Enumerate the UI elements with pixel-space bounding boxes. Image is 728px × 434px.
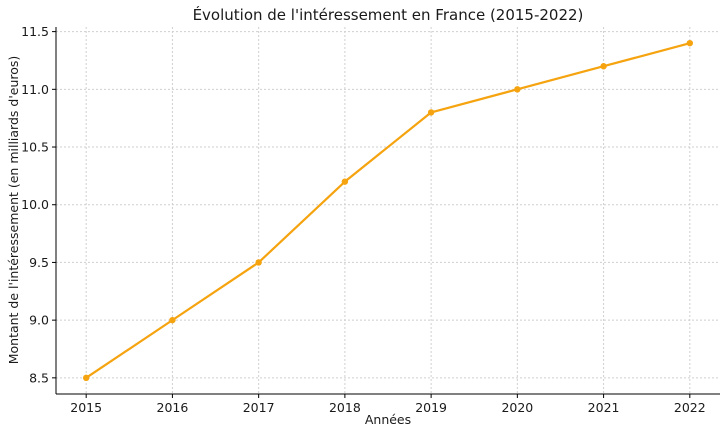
y-tick-label: 8.5 bbox=[29, 370, 49, 385]
x-tick-label: 2018 bbox=[329, 400, 361, 415]
axes bbox=[55, 27, 720, 395]
data-point bbox=[600, 63, 607, 70]
y-tick-label: 9.5 bbox=[29, 255, 49, 270]
x-tick-label: 2022 bbox=[674, 400, 706, 415]
x-tick-label: 2021 bbox=[588, 400, 620, 415]
grid bbox=[56, 27, 720, 394]
data-point bbox=[686, 39, 694, 47]
data-point bbox=[427, 109, 435, 116]
x-tick-label: 2017 bbox=[243, 400, 275, 415]
data-point bbox=[341, 178, 349, 185]
ticks: 2015 2016 2017 2018 2019 2020 2021 2022 8.5 9.0 9.… bbox=[21, 24, 706, 415]
y-tick-label: 11.5 bbox=[21, 24, 49, 39]
x-axis-label: Années bbox=[365, 412, 411, 427]
x-tick-label: 2019 bbox=[415, 400, 447, 415]
x-tick-label: 2020 bbox=[501, 400, 533, 415]
data-point bbox=[82, 374, 90, 382]
chart-title: Évolution de l'intéressement en France (… bbox=[193, 5, 584, 24]
x-tick-label: 2015 bbox=[70, 400, 102, 415]
series bbox=[82, 39, 694, 382]
data-point bbox=[169, 316, 176, 324]
y-tick-label: 10.0 bbox=[21, 197, 49, 212]
data-point bbox=[514, 86, 521, 93]
y-tick-label: 10.5 bbox=[21, 140, 49, 155]
data-point bbox=[255, 259, 262, 266]
series-line bbox=[85, 42, 691, 379]
y-tick-label: 9.0 bbox=[29, 313, 49, 328]
y-tick-label: 11.0 bbox=[21, 82, 49, 97]
x-tick-label: 2016 bbox=[157, 400, 189, 415]
y-axis-label: Montant de l'intéressement (en milliards… bbox=[6, 56, 21, 365]
